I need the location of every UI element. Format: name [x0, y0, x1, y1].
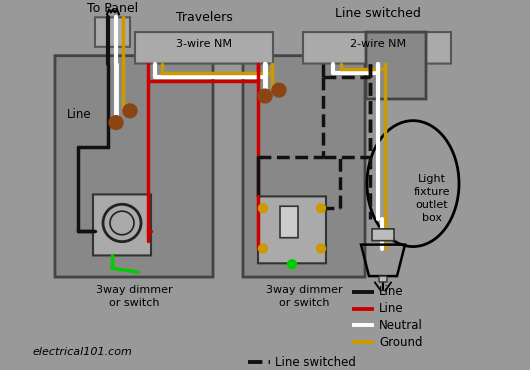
Text: electrical101.com: electrical101.com	[32, 347, 132, 357]
Circle shape	[316, 244, 325, 253]
Text: Light
fixture
outlet
box: Light fixture outlet box	[414, 174, 450, 223]
Circle shape	[259, 244, 268, 253]
FancyBboxPatch shape	[95, 17, 130, 47]
Text: 2-wire NM: 2-wire NM	[350, 39, 406, 49]
Text: 3way dimmer
or switch: 3way dimmer or switch	[266, 285, 342, 308]
FancyBboxPatch shape	[55, 56, 213, 277]
Circle shape	[287, 260, 296, 269]
FancyBboxPatch shape	[258, 196, 326, 263]
Circle shape	[258, 89, 272, 103]
Text: 3way dimmer
or switch: 3way dimmer or switch	[96, 285, 172, 308]
FancyBboxPatch shape	[379, 276, 387, 282]
FancyBboxPatch shape	[372, 229, 394, 240]
FancyBboxPatch shape	[280, 206, 298, 238]
FancyBboxPatch shape	[243, 56, 365, 277]
Text: Line switched: Line switched	[335, 7, 421, 20]
Text: Travelers: Travelers	[175, 11, 232, 24]
FancyBboxPatch shape	[93, 194, 151, 255]
FancyBboxPatch shape	[366, 32, 426, 99]
Circle shape	[259, 204, 268, 213]
Text: Ground: Ground	[379, 336, 422, 349]
Circle shape	[272, 83, 286, 97]
Text: 3-wire NM: 3-wire NM	[176, 39, 232, 49]
Circle shape	[123, 104, 137, 118]
FancyBboxPatch shape	[135, 32, 273, 64]
Circle shape	[109, 116, 123, 130]
Text: Line: Line	[67, 108, 92, 121]
FancyBboxPatch shape	[303, 32, 451, 64]
Circle shape	[316, 204, 325, 213]
Text: Line switched: Line switched	[275, 356, 356, 369]
Text: To Panel: To Panel	[87, 2, 138, 15]
Text: Line: Line	[379, 302, 404, 315]
Text: Neutral: Neutral	[379, 319, 423, 332]
Text: Line: Line	[379, 285, 404, 298]
